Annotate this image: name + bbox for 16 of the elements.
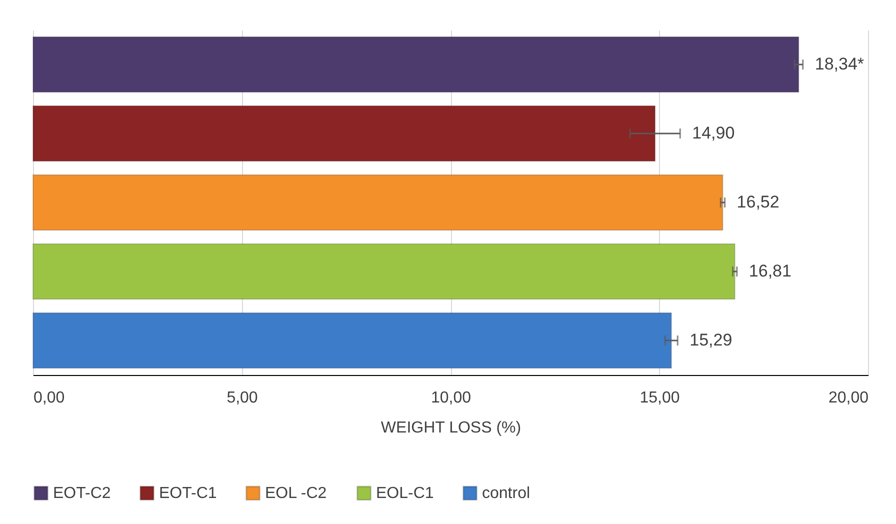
- legend-label: EOL -C2: [265, 485, 327, 502]
- x-axis-title: WEIGHT LOSS (%): [380, 420, 522, 436]
- x-tick-label: 5,00: [226, 390, 258, 406]
- x-tick-label: 20,00: [828, 390, 869, 406]
- legend-label: EOT-C2: [53, 485, 111, 502]
- data-label: 15,29: [690, 330, 732, 350]
- data-label: 14,90: [692, 124, 735, 142]
- data-label: 18,34*: [814, 54, 864, 74]
- x-tick-label: 10,00: [430, 390, 472, 406]
- data-label: 16,52: [736, 192, 780, 212]
- x-tick-label: 0,00: [34, 390, 65, 406]
- legend-label: EOT-C1: [159, 485, 217, 502]
- x-tick-label: 15,00: [640, 390, 680, 406]
- legend-label: EOL-C1: [376, 485, 434, 502]
- legend-label: control: [482, 485, 530, 502]
- data-label: 16,81: [748, 262, 792, 280]
